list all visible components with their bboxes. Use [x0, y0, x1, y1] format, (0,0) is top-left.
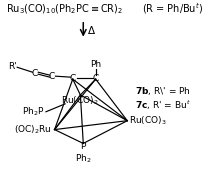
Text: C: C	[31, 69, 38, 78]
Text: $\mathbf{7c}$, R' = Bu$^t$: $\mathbf{7c}$, R' = Bu$^t$	[135, 98, 191, 111]
Text: (R = Ph/Bu$^t$): (R = Ph/Bu$^t$)	[142, 1, 203, 16]
Text: C: C	[70, 74, 76, 83]
Text: (OC)$_2$Ru: (OC)$_2$Ru	[14, 123, 51, 136]
Text: Ru(CO)$_2$: Ru(CO)$_2$	[61, 95, 99, 107]
Text: C: C	[93, 74, 99, 83]
Text: Ru(CO)$_3$: Ru(CO)$_3$	[129, 114, 167, 127]
Text: R': R'	[9, 62, 17, 71]
Text: P: P	[81, 142, 86, 151]
Text: C: C	[49, 72, 55, 81]
Text: Ru$_3$(CO)$_{10}$(Ph$_2$PC$\equiv$CR)$_2$: Ru$_3$(CO)$_{10}$(Ph$_2$PC$\equiv$CR)$_2…	[6, 2, 123, 16]
Text: Ph$_2$P: Ph$_2$P	[22, 106, 45, 118]
Text: Ph: Ph	[90, 60, 101, 69]
Text: $\Delta$: $\Delta$	[87, 24, 96, 36]
Text: $\mathbf{7b}$, R\' = Ph: $\mathbf{7b}$, R\' = Ph	[135, 85, 191, 97]
Text: Ph$_2$: Ph$_2$	[75, 153, 92, 165]
